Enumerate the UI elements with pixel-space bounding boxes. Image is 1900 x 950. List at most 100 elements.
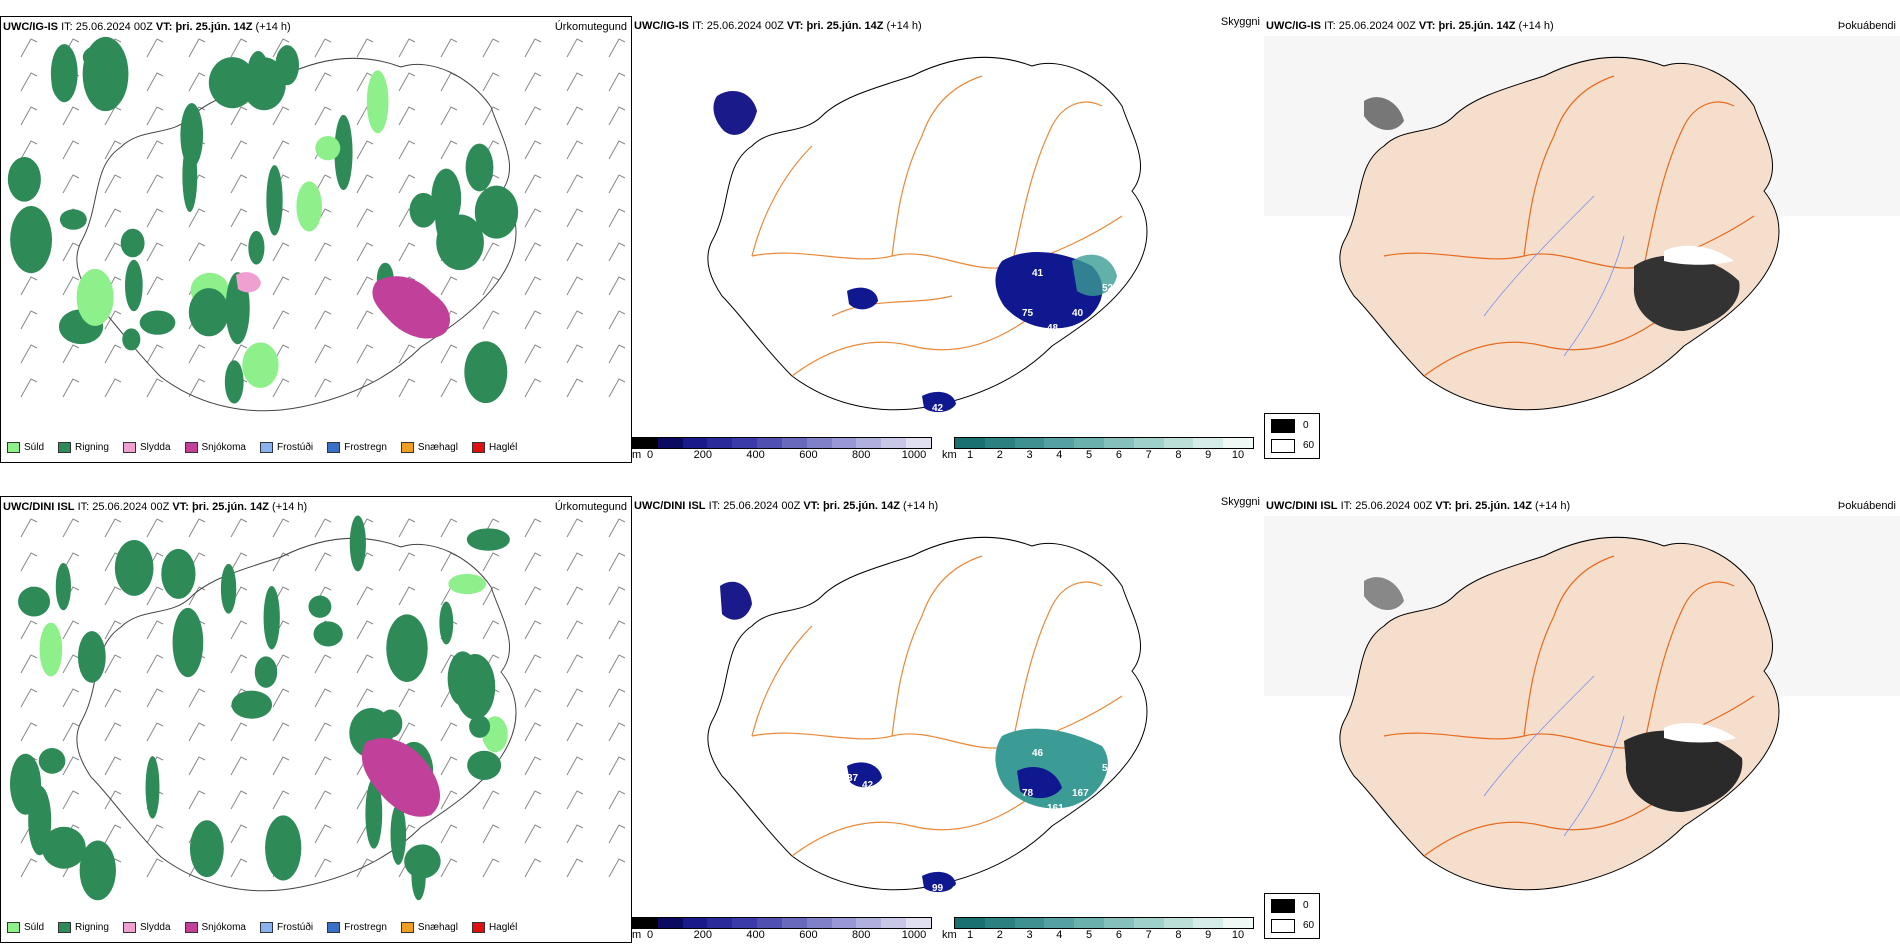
colorbar-tick-label: 200	[693, 929, 712, 941]
wind-barb	[440, 790, 458, 810]
wind-barb	[272, 552, 290, 572]
wind-barb	[356, 586, 374, 606]
colorbar-ticks: 1 2 3 4 5 6 7 8 9 10	[954, 929, 1254, 943]
fog-legend-low-swatch	[1271, 899, 1295, 913]
cloud-base-value-label: 37	[847, 773, 859, 784]
wind-barb	[62, 378, 80, 398]
panel-title: Skyggni	[1220, 496, 1260, 508]
rain-areas	[9, 515, 510, 901]
fog-area	[1664, 245, 1734, 265]
fog-legend-high-label: 60	[1303, 440, 1315, 451]
wind-barb	[314, 654, 332, 674]
wind-barb	[188, 688, 206, 708]
legend-swatch	[184, 922, 198, 933]
rain-area	[448, 573, 487, 595]
wind-barb	[356, 688, 374, 708]
rain-area	[308, 595, 332, 618]
rain-area	[189, 820, 224, 878]
legend-item: Frostregn	[327, 442, 387, 453]
cloud-base-value-label: 45	[1082, 813, 1094, 824]
wind-barb	[20, 140, 38, 160]
rain-area	[431, 168, 462, 229]
colorbar-tick-label: 400	[746, 449, 765, 461]
colorbar-segment	[1044, 918, 1075, 928]
wind-barb	[608, 756, 626, 776]
sleet-area	[236, 272, 261, 293]
wind-barb	[104, 310, 122, 330]
fog-area	[1633, 255, 1740, 331]
legend-item: Snæhagl	[400, 442, 458, 453]
wind-barb	[272, 242, 290, 262]
colorbar-tick-label: 800	[852, 449, 871, 461]
colorbar-tick-label: 9	[1205, 449, 1212, 461]
wind-barb	[398, 586, 416, 606]
wind-barb	[188, 72, 206, 92]
wind-barb	[356, 72, 374, 92]
wind-barb	[608, 518, 626, 538]
wind-barb	[62, 344, 80, 364]
wind-barb	[398, 38, 416, 58]
colorbar-segment	[1133, 918, 1164, 928]
rain-area	[454, 653, 496, 720]
wind-barb	[62, 140, 80, 160]
rain-area	[145, 756, 160, 819]
fog-legend-high-label: 60	[1303, 920, 1315, 931]
rain-area	[436, 214, 484, 271]
wind-barb	[62, 276, 80, 296]
fog-legend-low-label: 0	[1303, 420, 1309, 431]
wind-barb	[104, 756, 122, 776]
wind-barb	[146, 276, 164, 296]
cloud-base-value-label: 58	[1102, 763, 1114, 774]
road-network	[751, 75, 1123, 377]
wind-barb	[20, 106, 38, 126]
iceland-coastline	[76, 537, 517, 892]
wind-barb	[272, 722, 290, 742]
rain-area	[248, 230, 265, 265]
colorbar-segment	[1014, 438, 1045, 448]
wind-barb	[440, 276, 458, 296]
colorbar-segment	[856, 438, 882, 448]
colorbar-strip	[954, 437, 1254, 449]
wind-barb	[482, 38, 500, 58]
rain-area	[469, 715, 491, 738]
rain-area	[263, 586, 280, 650]
colorbar-segment	[732, 438, 758, 448]
wind-barb	[566, 72, 584, 92]
rain-area	[161, 548, 196, 599]
wind-barb	[524, 620, 542, 640]
colorbar-tick-label: 7	[1145, 449, 1152, 461]
wind-barb	[314, 858, 332, 878]
wind-barb	[20, 518, 38, 538]
rain-area	[180, 103, 204, 168]
fog-index-panel-row2: UWC/DINI ISL IT: 25.06.2024 00Z VT: þri.…	[1264, 496, 1900, 943]
colorbar-unit: m	[632, 449, 642, 461]
wind-barb	[482, 858, 500, 878]
rain-area	[55, 562, 71, 611]
rain-areas	[7, 36, 519, 404]
colorbar-segment	[984, 438, 1015, 448]
wind-barb	[314, 72, 332, 92]
wind-barb	[230, 552, 248, 572]
legend-item: Frostúði	[259, 922, 313, 933]
panel-title: Þokuábendi	[1837, 20, 1896, 32]
rain-area	[349, 515, 366, 572]
snow-area	[361, 738, 441, 817]
cloud-base-colorbar: 0 200 400 600 800 1000	[632, 917, 932, 943]
colorbar-segment	[906, 438, 931, 448]
precip-legend: Súld Rigning Slydda Snjókoma Frostúði Fr…	[7, 442, 517, 453]
wind-barb	[314, 756, 332, 776]
wind-barb	[62, 756, 80, 776]
fog-map-row2	[1264, 516, 1900, 891]
legend-item: Slydda	[122, 442, 171, 453]
wind-barb	[188, 378, 206, 398]
wind-barb	[440, 858, 458, 878]
panel-header: UWC/IG-IS IT: 25.06.2024 00Z VT: þri. 25…	[634, 20, 922, 32]
wind-barb	[20, 654, 38, 674]
rain-area	[28, 785, 52, 856]
rain-area	[411, 849, 426, 901]
wind-barb	[146, 722, 164, 742]
legend-item: Haglél	[471, 442, 517, 453]
cloud-base-value-label: 164	[1027, 813, 1044, 824]
wind-barb	[524, 344, 542, 364]
river-network	[1483, 675, 1625, 837]
